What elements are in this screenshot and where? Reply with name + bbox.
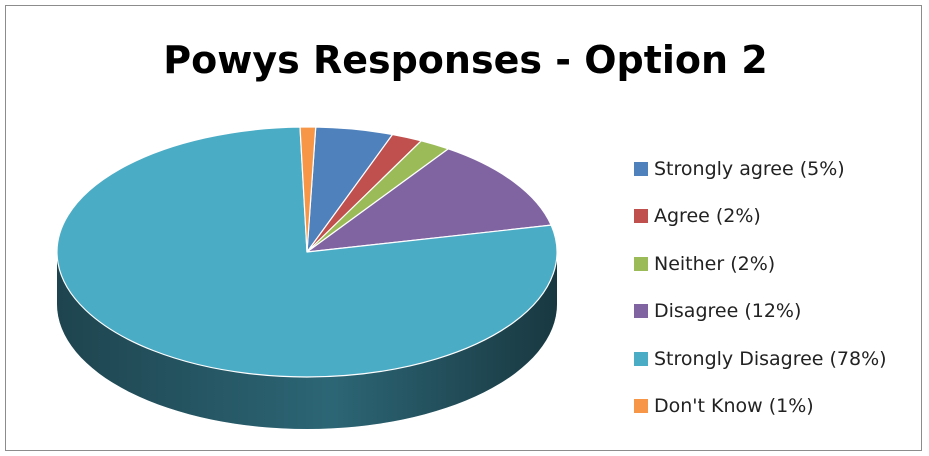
legend-label: Don't Know (1%): [654, 395, 814, 418]
legend-item: Disagree (12%): [634, 288, 924, 336]
legend: Strongly agree (5%) Agree (2%) Neither (2%…: [634, 145, 924, 430]
legend-item: Strongly Disagree (78%): [634, 335, 924, 383]
legend-label: Strongly Disagree (78%): [654, 347, 887, 370]
legend-item: Neither (2%): [634, 240, 924, 288]
legend-swatch: [634, 161, 648, 176]
legend-swatch: [634, 304, 648, 319]
pie-slice-3: [306, 148, 552, 253]
legend-item: Agree (2%): [634, 193, 924, 241]
pie-slice-side-shade-4: [57, 252, 557, 429]
legend-item: Don't Know (1%): [634, 383, 924, 431]
pie-slice-5: [299, 126, 317, 253]
legend-swatch: [634, 256, 648, 271]
legend-label: Strongly agree (5%): [654, 157, 845, 180]
legend-item: Strongly agree (5%): [634, 145, 924, 193]
legend-label: Neither (2%): [654, 252, 776, 275]
legend-swatch: [634, 209, 648, 224]
legend-swatch: [634, 399, 648, 414]
chart-title: Powys Responses - Option 2: [163, 38, 768, 82]
legend-swatch: [634, 351, 648, 366]
legend-label: Agree (2%): [654, 205, 761, 228]
legend-label: Disagree (12%): [654, 300, 802, 323]
